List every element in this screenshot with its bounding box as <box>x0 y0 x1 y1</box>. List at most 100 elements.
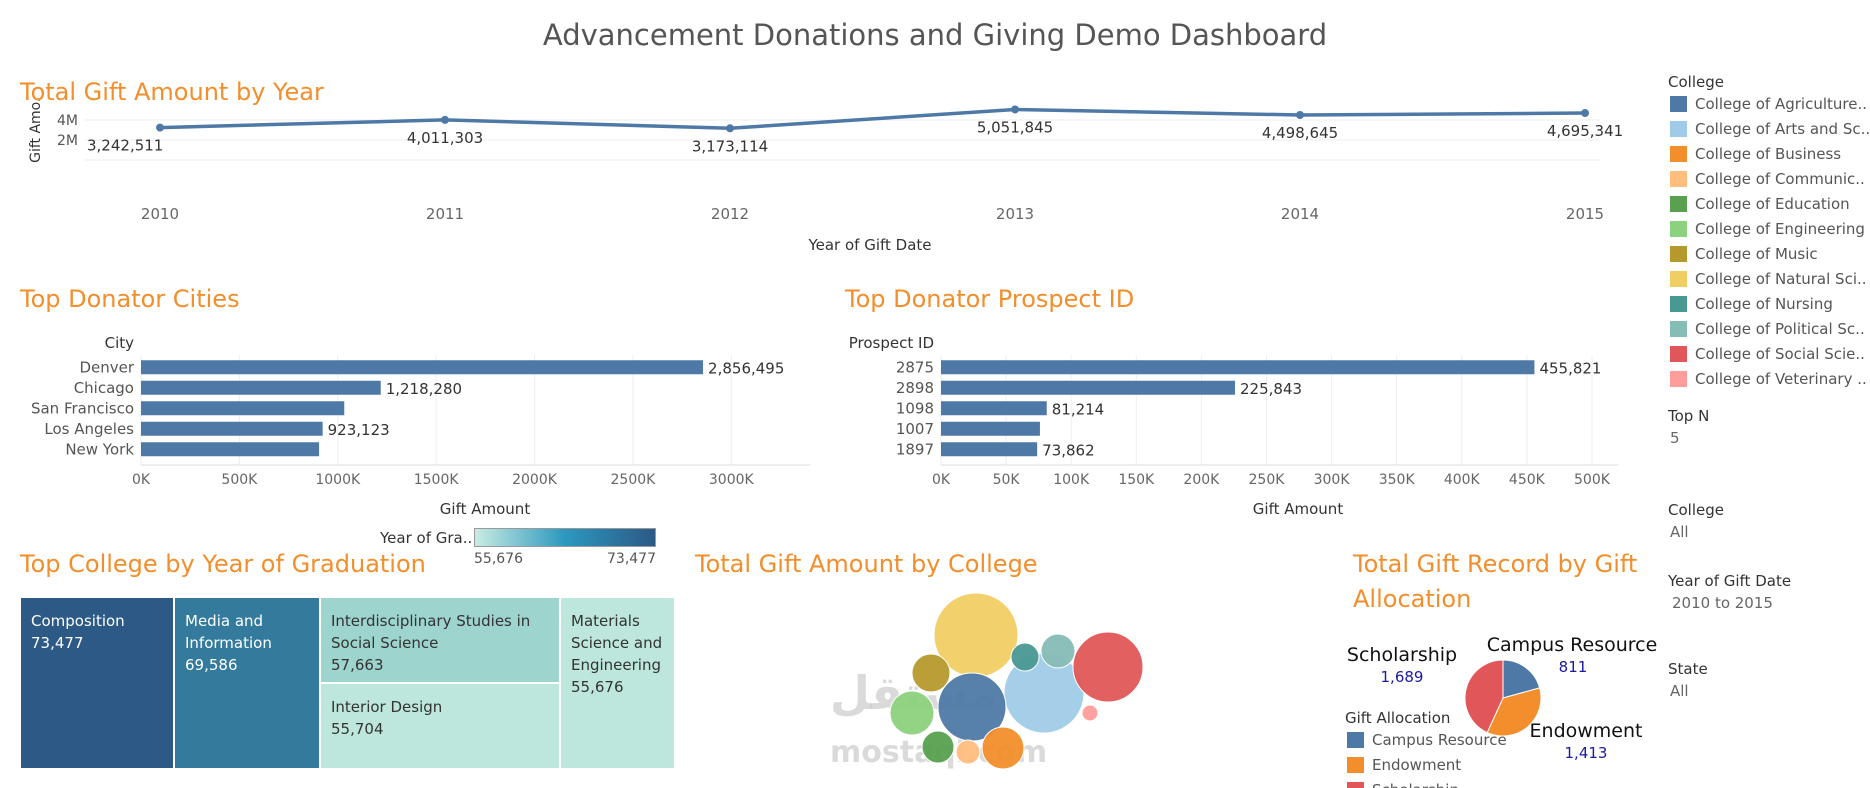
treemap-cell-label: Media and Information <box>185 612 272 652</box>
cities-xtick: 0K <box>132 472 151 488</box>
cities-value-label: 2,856,495 <box>708 359 784 377</box>
bubble <box>981 726 1025 770</box>
prospect-bar-chart: Prospect ID Gift Amount 0K 50K 100K 150K 200… <box>849 334 1618 518</box>
line-chart-point <box>156 123 164 132</box>
college-legend-swatch <box>1670 221 1687 237</box>
pie-slice <box>1502 659 1541 699</box>
cities-bar <box>141 380 381 395</box>
filter-state-value[interactable]: All <box>1670 682 1689 700</box>
treemap-cell: Interdisciplinary Studies in Social Scie… <box>320 597 560 683</box>
prospect-bar <box>941 380 1236 395</box>
cities-xtick: 3000K <box>709 472 755 488</box>
prospect-category-label: 1098 <box>896 399 934 417</box>
line-chart-value-label: 5,051,845 <box>977 118 1053 136</box>
cities-xtick: 2500K <box>611 472 657 488</box>
treemap-cell-label: Materials Science and Engineering <box>571 612 663 674</box>
pie-legend-label: Endowment <box>1372 756 1462 774</box>
prospect-xtick: 150K <box>1118 472 1155 488</box>
college-legend-item[interactable]: College of Education <box>1670 194 1850 214</box>
college-legend-item[interactable]: College of Nursing <box>1670 294 1833 314</box>
college-legend-item[interactable]: College of Engineering <box>1670 219 1865 239</box>
line-chart-ytick: 2M <box>57 133 78 149</box>
line-chart-xtick: 2011 <box>426 205 464 223</box>
line-chart-value-label: 3,173,114 <box>692 137 768 155</box>
bubble <box>921 730 955 764</box>
bubble <box>1072 631 1144 703</box>
treemap-color-legend-range: 55,676 73,477 <box>474 551 656 565</box>
cities-category-label: New York <box>65 440 134 458</box>
pie-chart-title-line2: Allocation <box>1353 585 1472 613</box>
college-legend-item[interactable]: College of Music <box>1670 244 1818 264</box>
prospect-value-label: 225,843 <box>1240 380 1302 398</box>
pie-legend-item[interactable]: Scholarship <box>1347 780 1459 788</box>
college-legend-label: College of Agriculture.. <box>1695 95 1867 113</box>
treemap-cell-value: 57,663 <box>331 656 384 674</box>
pie-legend-item[interactable]: Campus Resource <box>1347 730 1507 750</box>
line-chart-value-label: 4,498,645 <box>1262 124 1338 142</box>
college-color-legend: College of Agriculture.. College of Arts … <box>1670 94 1870 394</box>
pie-legend-swatch <box>1347 782 1364 788</box>
treemap-cell: Materials Science and Engineering 55,676 <box>560 597 675 769</box>
college-legend-item[interactable]: College of Business <box>1670 144 1841 164</box>
prospect-bar <box>941 360 1535 375</box>
cities-xtick: 2000K <box>512 472 558 488</box>
college-legend-swatch <box>1670 296 1687 312</box>
college-legend-item[interactable]: College of Social Scie.. <box>1670 344 1865 364</box>
line-chart-point <box>1011 105 1019 114</box>
college-legend-label: College of Political Sc.. <box>1695 320 1865 338</box>
pie-slice-value: 811 <box>1559 658 1588 676</box>
college-legend-item[interactable]: College of Political Sc.. <box>1670 319 1865 339</box>
college-legend-swatch <box>1670 321 1687 337</box>
prospect-category-label: 2898 <box>896 379 934 397</box>
bubble <box>1040 633 1076 669</box>
treemap-cell-label: Interior Design <box>331 698 443 716</box>
college-legend-label: College of Arts and Sc.. <box>1695 120 1870 138</box>
line-chart-series <box>159 107 1586 131</box>
prospect-bar <box>941 401 1047 416</box>
bubble-chart <box>889 592 1144 770</box>
cities-category-label: San Francisco <box>31 399 134 417</box>
college-legend-item[interactable]: College of Communic.. <box>1670 169 1865 189</box>
college-legend-swatch <box>1670 371 1687 387</box>
college-legend-swatch <box>1670 246 1687 262</box>
college-legend-item[interactable]: College of Agriculture.. <box>1670 94 1867 114</box>
cities-xtick: 1000K <box>315 472 361 488</box>
pie-chart: Campus Resource 811 Endowment 1,413 Scholars… <box>1347 634 1657 762</box>
prospect-xlabel: Gift Amount <box>1253 500 1344 518</box>
filter-year-value[interactable]: 2010 to 2015 <box>1672 594 1773 612</box>
line-chart: Gift Amo.. Year of Gift Date 2M 4M 3,242,5… <box>28 100 1623 254</box>
line-chart-title: Total Gift Amount by Year <box>20 78 324 106</box>
cities-value-label: 923,123 <box>328 421 390 439</box>
prospect-xtick: 400K <box>1444 472 1481 488</box>
pie-slice-value: 1,689 <box>1381 668 1424 686</box>
line-chart-xtick: 2012 <box>711 205 749 223</box>
prospect-xtick: 100K <box>1053 472 1090 488</box>
college-legend-item[interactable]: College of Natural Sci.. <box>1670 269 1867 289</box>
prospect-xtick: 200K <box>1183 472 1220 488</box>
cities-category-label: Chicago <box>74 379 134 397</box>
cities-bar <box>141 360 704 375</box>
pie-legend-label: Campus Resource <box>1372 731 1507 749</box>
sidebar-college-legend-title: College <box>1668 73 1724 91</box>
college-legend-item[interactable]: College of Arts and Sc.. <box>1670 119 1870 139</box>
college-legend-swatch <box>1670 171 1687 187</box>
college-legend-label: College of Communic.. <box>1695 170 1865 188</box>
filter-college-value[interactable]: All <box>1670 523 1689 541</box>
college-legend-item[interactable]: College of Veterinary .. <box>1670 369 1867 389</box>
treemap-cell-value: 69,586 <box>185 656 238 674</box>
treemap-cell-label: Composition <box>31 612 125 630</box>
prospect-value-label: 455,821 <box>1539 359 1601 377</box>
pie-chart-title-line1: Total Gift Record by Gift <box>1353 550 1638 578</box>
line-chart-xlabel: Year of Gift Date <box>807 236 931 254</box>
college-legend-swatch <box>1670 196 1687 212</box>
filter-college-label: College <box>1668 501 1724 519</box>
pie-legend: Campus Resource Endowment Scholarship <box>1347 730 1507 788</box>
treemap-cell-value: 55,676 <box>571 678 624 696</box>
prospect-category-label: 2875 <box>896 358 934 376</box>
line-chart-xtick: 2013 <box>996 205 1034 223</box>
prospect-value-label: 73,862 <box>1042 441 1095 459</box>
topn-value[interactable]: 5 <box>1670 429 1680 447</box>
college-legend-label: College of Natural Sci.. <box>1695 270 1867 288</box>
cities-bar <box>141 442 320 457</box>
pie-legend-item[interactable]: Endowment <box>1347 755 1461 775</box>
